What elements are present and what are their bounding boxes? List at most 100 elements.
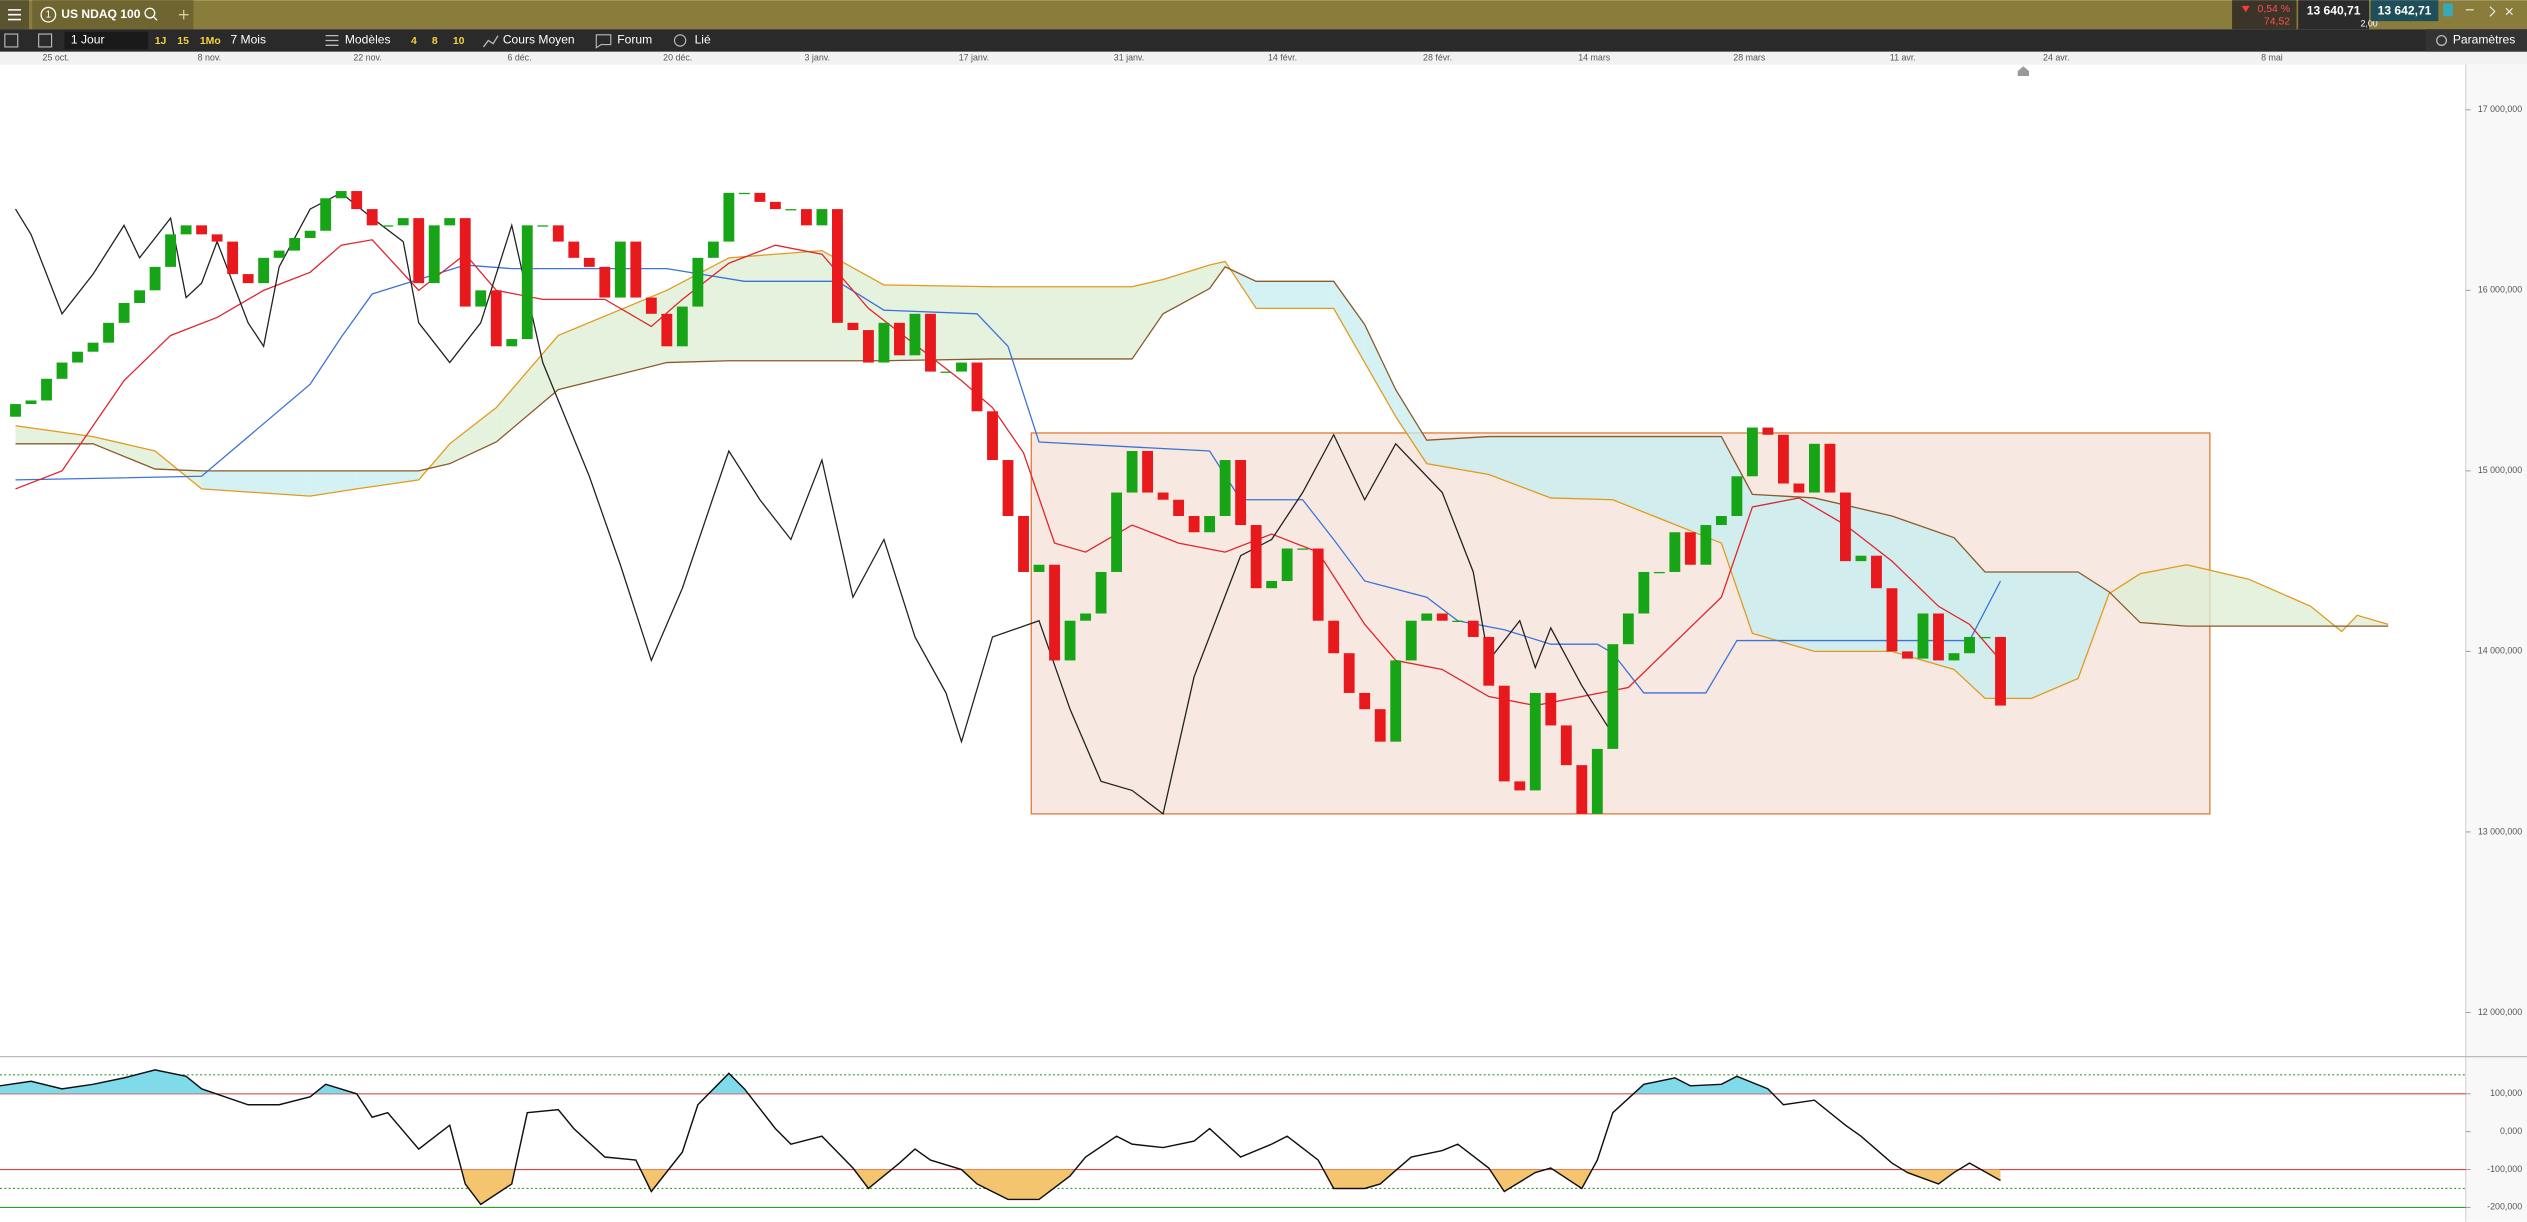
- window-controls[interactable]: [2465, 6, 2513, 17]
- forum-icon: [595, 34, 612, 49]
- cloud-fill: [1426, 436, 1489, 475]
- period-button[interactable]: 15: [177, 36, 189, 47]
- y-tick-label: 100,000: [2490, 1088, 2522, 1098]
- candle: [1545, 692, 1557, 726]
- candle: [847, 322, 859, 331]
- cloud-fill: [1752, 494, 1815, 652]
- ask-box[interactable]: [2370, 0, 2439, 22]
- cloud-fill: [1488, 436, 1551, 498]
- period-button[interactable]: 1Mo: [200, 36, 221, 47]
- candle: [956, 362, 967, 372]
- tab-number-circle: [40, 6, 57, 23]
- bid-box[interactable]: [2298, 0, 2370, 30]
- time-marker[interactable]: [2017, 66, 2030, 76]
- candle: [1281, 548, 1293, 581]
- candle: [1700, 525, 1712, 565]
- average[interactable]: Cours Moyen: [503, 33, 575, 47]
- candle: [1374, 709, 1386, 742]
- x-tick-label: 3 janv.: [805, 53, 830, 63]
- candle: [552, 225, 564, 242]
- candle: [537, 225, 549, 227]
- candle: [1560, 725, 1572, 766]
- layout-icon[interactable]: [4, 33, 19, 48]
- forum[interactable]: Forum: [617, 33, 652, 47]
- models[interactable]: Modèles: [345, 33, 391, 47]
- window-icon[interactable]: [2443, 3, 2453, 17]
- candle: [645, 297, 657, 314]
- candle: [1095, 571, 1107, 614]
- x-tick-label: 28 févr.: [1423, 53, 1452, 63]
- instrument-tab[interactable]: [32, 0, 194, 30]
- indicator-line: [15, 239, 2002, 707]
- candle: [1917, 613, 1929, 659]
- candle: [1142, 451, 1154, 493]
- candle: [227, 241, 239, 275]
- cloud-fill: [93, 436, 156, 470]
- candle: [1995, 636, 2006, 706]
- x-tick-label: 28 mars: [1733, 53, 1766, 63]
- y-tick-label: 12 000,000: [2478, 1007, 2522, 1017]
- cloud-fill: [992, 286, 1133, 359]
- candle: [1266, 580, 1278, 589]
- candle: [692, 257, 704, 307]
- overbought-fill: [0, 1069, 2001, 1094]
- candle: [1235, 460, 1247, 526]
- candle: [1886, 588, 1898, 652]
- candle: [25, 400, 37, 405]
- cloud-fill: [1814, 497, 1892, 652]
- candle: [878, 322, 890, 363]
- tab-icon[interactable]: [38, 33, 53, 48]
- candle: [1467, 620, 1479, 637]
- candle: [707, 241, 719, 258]
- linked[interactable]: Lié: [695, 33, 711, 47]
- candle: [1018, 516, 1029, 572]
- candle: [925, 313, 936, 372]
- candle: [1219, 460, 1231, 517]
- range[interactable]: 7 Mois: [230, 33, 266, 47]
- x-tick-label: 22 nov.: [353, 53, 381, 63]
- model-button[interactable]: 4: [411, 36, 417, 47]
- y-tick-label: 15 000,000: [2478, 465, 2522, 475]
- period-button[interactable]: 1J: [155, 36, 167, 47]
- candle: [506, 339, 518, 347]
- cloud-fill: [356, 470, 419, 489]
- x-tick-label: 17 janv.: [959, 53, 989, 63]
- candle: [289, 237, 301, 251]
- add-tab[interactable]: [178, 9, 189, 20]
- x-tick-label: 25 oct.: [43, 53, 70, 63]
- candle: [428, 225, 440, 284]
- cloud-fill: [1256, 281, 1334, 309]
- candle: [1483, 636, 1495, 686]
- candle: [661, 313, 673, 347]
- cloud-fill: [1209, 261, 1226, 289]
- candle: [676, 306, 688, 347]
- search-icon[interactable]: [144, 7, 156, 19]
- cloud-fill: [2186, 564, 2249, 627]
- period-select[interactable]: [64, 31, 149, 50]
- candle: [1746, 427, 1758, 477]
- candle: [475, 290, 487, 307]
- cloud-fill: [728, 250, 822, 361]
- settings[interactable]: Paramètres: [2453, 33, 2515, 47]
- candle: [1607, 644, 1619, 749]
- model-button[interactable]: 10: [453, 36, 465, 47]
- candle: [971, 362, 983, 412]
- cloud-fill: [496, 335, 559, 442]
- price-panel: 25 oct. 8 nov. 22 nov. 6 déc. 20 déc. 3 janv.…: [10, 53, 2522, 1017]
- candle: [196, 225, 208, 235]
- candle: [521, 225, 533, 340]
- cci-line: [0, 1069, 2001, 1206]
- cloud-fill: [1395, 389, 1427, 464]
- bid-price: 13 640,71: [2307, 4, 2361, 18]
- cloud-fill: [2140, 564, 2187, 627]
- candle: [1359, 692, 1371, 710]
- model-button[interactable]: 8: [432, 36, 438, 47]
- candle: [1715, 516, 1727, 526]
- candle: [1204, 516, 1216, 533]
- candle: [800, 209, 812, 226]
- period: 1 Jour: [71, 33, 105, 47]
- change-box: [2232, 0, 2297, 30]
- cloud-fill: [1333, 281, 1365, 363]
- candle: [1808, 443, 1820, 493]
